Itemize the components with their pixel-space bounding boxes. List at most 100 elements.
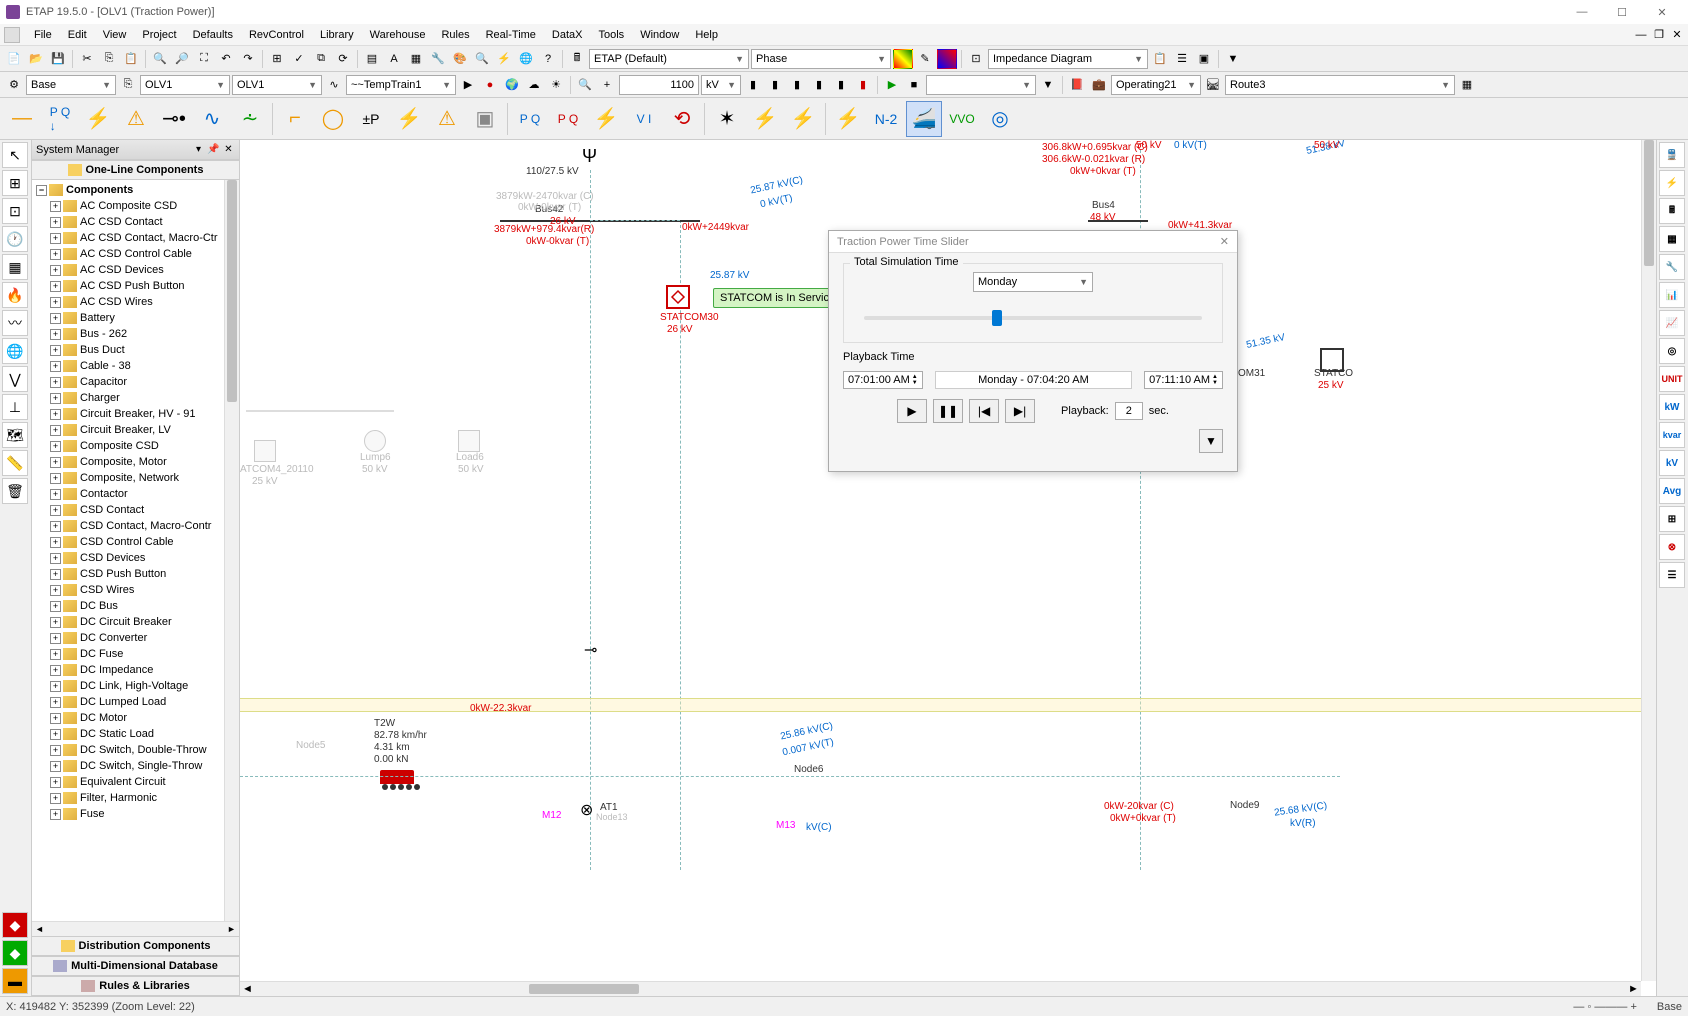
tree-item[interactable]: +DC Bus xyxy=(32,598,239,614)
expand-icon[interactable]: + xyxy=(50,409,61,420)
expand-icon[interactable]: + xyxy=(50,681,61,692)
expand-icon[interactable]: + xyxy=(50,217,61,228)
tb-palette1-icon[interactable] xyxy=(893,49,913,69)
expand-icon[interactable]: + xyxy=(50,249,61,260)
tb-new-icon[interactable]: 📄 xyxy=(4,49,24,69)
rt-list-icon[interactable]: ☰ xyxy=(1659,562,1685,588)
rt-grid-icon[interactable]: ▦ xyxy=(1659,226,1685,252)
tree-item[interactable]: +AC CSD Wires xyxy=(32,294,239,310)
tb-a-icon[interactable]: A xyxy=(384,49,404,69)
expand-icon[interactable]: + xyxy=(50,697,61,708)
tb-paste-icon[interactable]: 📋 xyxy=(121,49,141,69)
canvas-vscroll[interactable] xyxy=(1641,140,1656,981)
lt-globe-icon[interactable]: 🌐 xyxy=(2,338,28,364)
rt-x-icon[interactable]: ⊗ xyxy=(1659,534,1685,560)
route-combo[interactable]: Route3▼ xyxy=(1225,75,1455,95)
tree-item[interactable]: +CSD Push Button xyxy=(32,566,239,582)
tb-undo-icon[interactable]: ↶ xyxy=(216,49,236,69)
expand-icon[interactable]: + xyxy=(50,441,61,452)
start-time-input[interactable]: 07:01:00 AM ▲▼ xyxy=(843,371,923,389)
lt-cable-icon[interactable]: 〰 xyxy=(2,310,28,336)
lt-grid-icon[interactable]: ▦ xyxy=(2,254,28,280)
rt-curve-icon[interactable]: 📈 xyxy=(1659,310,1685,336)
expand-icon[interactable]: + xyxy=(50,809,61,820)
section-rules[interactable]: Rules & Libraries xyxy=(32,976,239,996)
tree-item[interactable]: +DC Link, High-Voltage xyxy=(32,678,239,694)
bb-target-icon[interactable]: ◎ xyxy=(982,101,1018,137)
bb-star-icon[interactable]: ✶ xyxy=(709,101,745,137)
lt-net-icon[interactable]: ⊞ xyxy=(2,170,28,196)
section-mdd[interactable]: Multi-Dimensional Database xyxy=(32,956,239,976)
tree-root[interactable]: − Components xyxy=(32,182,239,198)
menu-project[interactable]: Project xyxy=(134,27,184,43)
switch-icon[interactable]: ⊸ xyxy=(584,640,597,660)
menu-view[interactable]: View xyxy=(95,27,135,43)
tb-sun-icon[interactable]: ☀ xyxy=(546,75,566,95)
tree-item[interactable]: +Composite CSD xyxy=(32,438,239,454)
lt-green-icon[interactable]: ◆ xyxy=(2,940,28,966)
bb-line-icon[interactable]: — xyxy=(4,101,40,137)
tb-play-icon[interactable]: ▶ xyxy=(458,75,478,95)
tree-item[interactable]: +AC Composite CSD xyxy=(32,198,239,214)
tree-item[interactable]: +DC Impedance xyxy=(32,662,239,678)
tree-item[interactable]: +Battery xyxy=(32,310,239,326)
minimize-button[interactable]: — xyxy=(1562,2,1602,22)
tb-open-icon[interactable]: 📂 xyxy=(26,49,46,69)
bb-warn-icon[interactable]: ⚠ xyxy=(118,101,154,137)
tree-item[interactable]: +Contactor xyxy=(32,486,239,502)
bb-pq2-icon[interactable]: P Q xyxy=(512,101,548,137)
rt-wrench-icon[interactable]: 🔧 xyxy=(1659,254,1685,280)
bb-wave1-icon[interactable]: ∿ xyxy=(194,101,230,137)
menu-rules[interactable]: Rules xyxy=(433,27,477,43)
tb-down-icon[interactable]: ▼ xyxy=(1223,49,1243,69)
menu-datax[interactable]: DataX xyxy=(544,27,591,43)
rt-kw-label[interactable]: kW xyxy=(1659,394,1685,420)
expand-icon[interactable]: + xyxy=(50,569,61,580)
menu-warehouse[interactable]: Warehouse xyxy=(362,27,434,43)
expand-icon[interactable]: + xyxy=(50,761,61,772)
menu-edit[interactable]: Edit xyxy=(60,27,95,43)
bb-wave2-icon[interactable]: ⩪ xyxy=(232,101,268,137)
expand-icon[interactable]: + xyxy=(50,329,61,340)
end-time-input[interactable]: 07:11:10 AM ▲▼ xyxy=(1144,371,1223,389)
expand-icon[interactable]: + xyxy=(50,313,61,324)
menu-revcontrol[interactable]: RevControl xyxy=(241,27,312,43)
expand-icon[interactable]: + xyxy=(50,281,61,292)
tree-item[interactable]: +CSD Devices xyxy=(32,550,239,566)
expand-icon[interactable]: + xyxy=(50,713,61,724)
expand-icon[interactable]: + xyxy=(50,345,61,356)
maximize-button[interactable]: ☐ xyxy=(1602,2,1642,22)
tb-zoom3-icon[interactable]: 🔍 xyxy=(575,75,595,95)
expand-icon[interactable]: + xyxy=(50,201,61,212)
tb-go-icon[interactable]: ▶ xyxy=(882,75,902,95)
hscroll-right-icon[interactable]: ► xyxy=(1626,983,1641,995)
bb-vvo-label[interactable]: VVO xyxy=(944,101,980,137)
tree-item[interactable]: +Capacitor xyxy=(32,374,239,390)
expand-icon[interactable]: + xyxy=(50,633,61,644)
expand-icon[interactable]: + xyxy=(50,665,61,676)
expand-icon[interactable]: + xyxy=(50,777,61,788)
tb-copy-icon[interactable]: ⎘ xyxy=(99,49,119,69)
menu-file[interactable]: File xyxy=(26,27,60,43)
tb-grid-icon[interactable]: ⊞ xyxy=(267,49,287,69)
phase-combo[interactable]: Phase▼ xyxy=(751,49,891,69)
tb-layers2-icon[interactable]: ▦ xyxy=(1457,75,1477,95)
tb-zoomin-icon[interactable]: 🔍 xyxy=(150,49,170,69)
tb-gear-icon[interactable]: ⚙ xyxy=(4,75,24,95)
tree-item[interactable]: +Charger xyxy=(32,390,239,406)
menu-help[interactable]: Help xyxy=(687,27,726,43)
bb-pq-icon[interactable]: P Q↓ xyxy=(42,101,78,137)
expand-icon[interactable]: + xyxy=(50,617,61,628)
temp-combo[interactable]: ~~TempTrain1▼ xyxy=(346,75,456,95)
tree-item[interactable]: +Composite, Network xyxy=(32,470,239,486)
bb-bolt3-icon[interactable]: ⚡ xyxy=(785,101,821,137)
tb-route-icon[interactable]: 🛤 xyxy=(1203,75,1223,95)
expand-icon[interactable]: + xyxy=(50,377,61,388)
tb-check-icon[interactable]: ✓ xyxy=(289,49,309,69)
statcom4-icon[interactable] xyxy=(254,440,276,462)
tb-plus-icon[interactable]: + xyxy=(597,75,617,95)
menu-library[interactable]: Library xyxy=(312,27,362,43)
tb-export-icon[interactable]: ▣ xyxy=(1194,49,1214,69)
close-button[interactable]: ✕ xyxy=(1642,2,1682,22)
expand-icon[interactable]: + xyxy=(50,425,61,436)
